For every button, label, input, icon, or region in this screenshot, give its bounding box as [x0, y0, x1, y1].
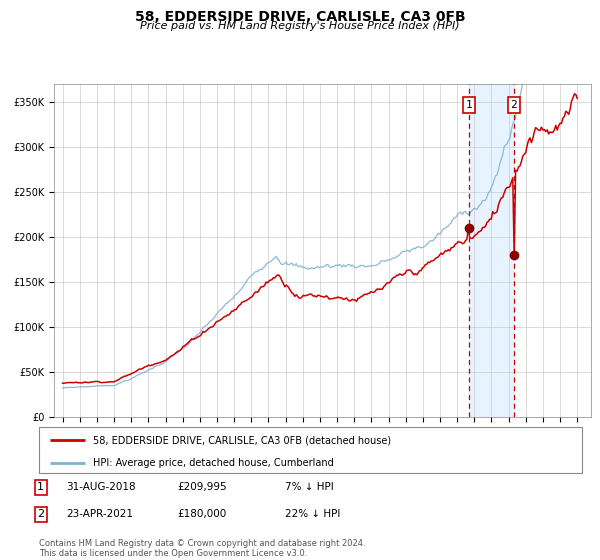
Text: 7% ↓ HPI: 7% ↓ HPI — [285, 482, 334, 492]
Bar — [469, 84, 514, 417]
Text: 58, EDDERSIDE DRIVE, CARLISLE, CA3 0FB (detached house): 58, EDDERSIDE DRIVE, CARLISLE, CA3 0FB (… — [94, 435, 391, 445]
Text: 2: 2 — [511, 100, 517, 110]
Text: £209,995: £209,995 — [177, 482, 227, 492]
Text: HPI: Average price, detached house, Cumberland: HPI: Average price, detached house, Cumb… — [94, 458, 334, 468]
Text: 31-AUG-2018: 31-AUG-2018 — [66, 482, 136, 492]
Text: 1: 1 — [37, 482, 44, 492]
Text: Contains HM Land Registry data © Crown copyright and database right 2024.
This d: Contains HM Land Registry data © Crown c… — [39, 539, 365, 558]
Text: Price paid vs. HM Land Registry's House Price Index (HPI): Price paid vs. HM Land Registry's House … — [140, 21, 460, 31]
Text: 2: 2 — [37, 509, 44, 519]
Text: 22% ↓ HPI: 22% ↓ HPI — [285, 509, 340, 519]
Text: 1: 1 — [465, 100, 472, 110]
Text: 58, EDDERSIDE DRIVE, CARLISLE, CA3 0FB: 58, EDDERSIDE DRIVE, CARLISLE, CA3 0FB — [134, 10, 466, 24]
Text: £180,000: £180,000 — [177, 509, 226, 519]
Text: 23-APR-2021: 23-APR-2021 — [66, 509, 133, 519]
